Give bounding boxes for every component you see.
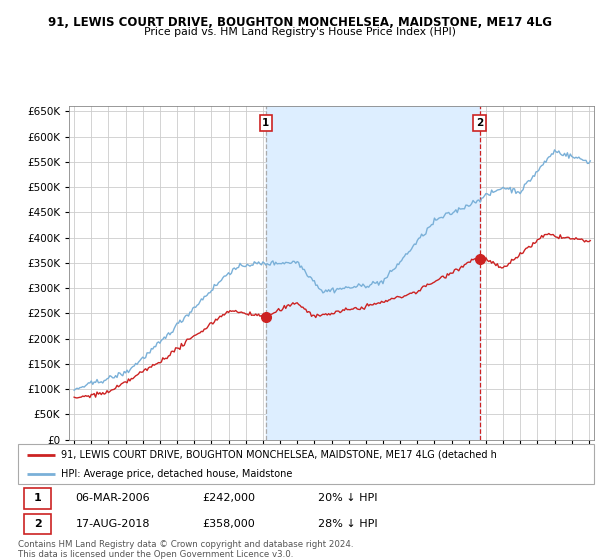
FancyBboxPatch shape: [24, 488, 52, 508]
Text: 91, LEWIS COURT DRIVE, BOUGHTON MONCHELSEA, MAIDSTONE, ME17 4LG: 91, LEWIS COURT DRIVE, BOUGHTON MONCHELS…: [48, 16, 552, 29]
Bar: [266, 106, 479, 440]
Text: HPI: Average price, detached house, Maidstone: HPI: Average price, detached house, Maid…: [61, 469, 293, 478]
Text: 20% ↓ HPI: 20% ↓ HPI: [317, 493, 377, 503]
Text: 2: 2: [476, 118, 483, 128]
Text: 06-MAR-2006: 06-MAR-2006: [76, 493, 150, 503]
Text: 91, LEWIS COURT DRIVE, BOUGHTON MONCHELSEA, MAIDSTONE, ME17 4LG (detached h: 91, LEWIS COURT DRIVE, BOUGHTON MONCHELS…: [61, 450, 497, 460]
Text: Contains HM Land Registry data © Crown copyright and database right 2024.
This d: Contains HM Land Registry data © Crown c…: [18, 540, 353, 559]
FancyBboxPatch shape: [24, 514, 52, 534]
Text: 17-AUG-2018: 17-AUG-2018: [76, 519, 150, 529]
Text: 28% ↓ HPI: 28% ↓ HPI: [317, 519, 377, 529]
Text: £358,000: £358,000: [202, 519, 255, 529]
Text: 1: 1: [262, 118, 269, 128]
Text: Price paid vs. HM Land Registry's House Price Index (HPI): Price paid vs. HM Land Registry's House …: [144, 27, 456, 37]
Text: £242,000: £242,000: [202, 493, 256, 503]
Text: 1: 1: [34, 493, 41, 503]
FancyBboxPatch shape: [18, 444, 594, 484]
Text: 2: 2: [34, 519, 41, 529]
